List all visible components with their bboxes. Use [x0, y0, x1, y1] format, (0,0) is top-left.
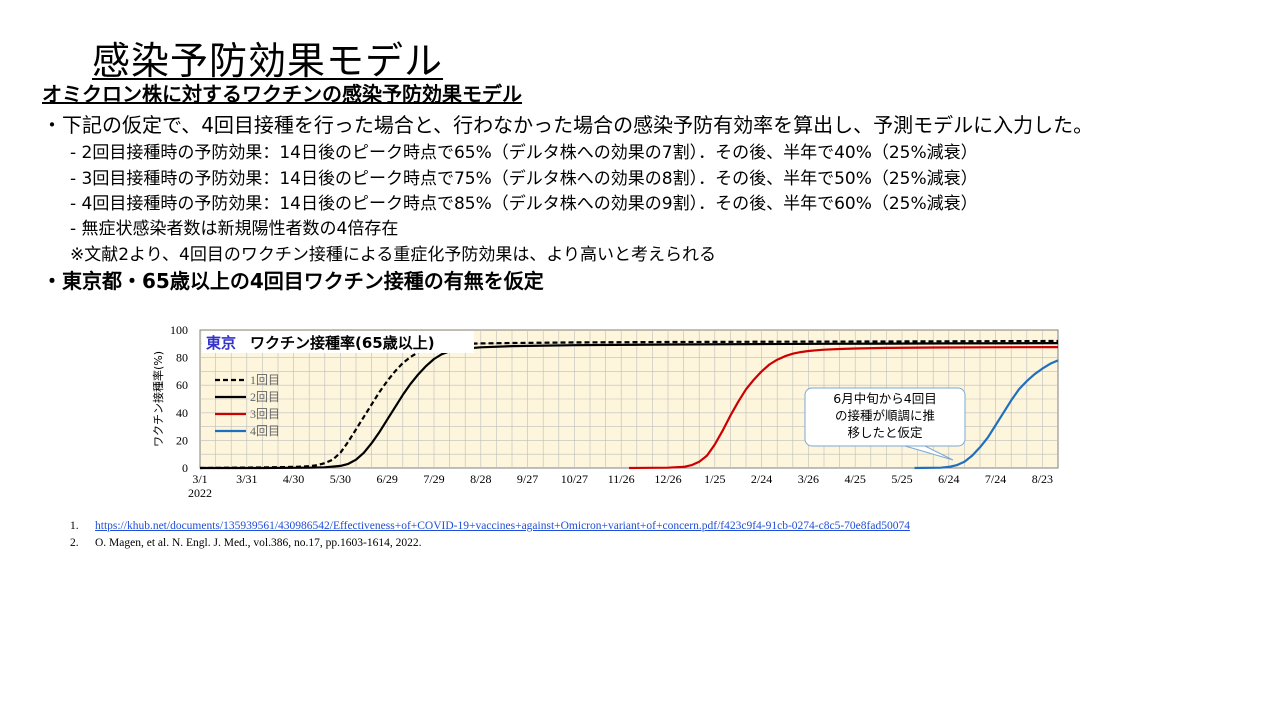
- reference-number: 1.: [70, 520, 79, 532]
- x-tick-label: 4/25: [845, 472, 866, 486]
- x-tick-label: 5/30: [330, 472, 351, 486]
- series-line-dose-1: [199, 339, 1059, 470]
- series-line-dose-4: [914, 359, 1059, 470]
- y-tick-label: 40: [176, 406, 188, 420]
- x-tick-label: 2/24: [751, 472, 772, 486]
- x-tick-label: 9/27: [517, 472, 538, 486]
- vaccination-rate-chart: 0 20 40 60 80 100 3/1 3/31 4/30 5/30 6/29 7/29 8/28 9…: [151, 323, 1059, 500]
- bullet-tokyo: ・東京都・65歳以上の4回目ワクチン接種の有無を仮定: [42, 269, 544, 293]
- x-tick-label: 1/25: [704, 472, 725, 486]
- legend-label: 1回目: [250, 373, 280, 387]
- y-axis-label: ワクチン接種率(%): [151, 351, 165, 447]
- series-line-dose-3: [628, 346, 1059, 470]
- legend-label: 4回目: [250, 424, 280, 438]
- x-tick-label: 3/1: [192, 472, 207, 486]
- x-tick-label: 12/26: [654, 472, 681, 486]
- callout-text: 6月中旬から4回目: [833, 391, 936, 406]
- x-year-label: 2022: [188, 486, 212, 500]
- y-tick-label: 100: [170, 323, 188, 337]
- sub-item-4th-dose: - 4回目接種時の予防効果：14日後のピーク時点で85%（デルタ株への効果の9割…: [70, 194, 978, 214]
- y-tick-label: 0: [182, 461, 188, 475]
- y-tick-label: 60: [176, 378, 188, 392]
- page-title: 感染予防効果モデル: [92, 39, 444, 83]
- x-tick-label: 7/29: [423, 472, 444, 486]
- sub-item-2nd-dose: - 2回目接種時の予防効果：14日後のピーク時点で65%（デルタ株への効果の7割…: [70, 143, 978, 163]
- x-tick-label: 8/23: [1032, 472, 1053, 486]
- x-tick-label: 7/24: [985, 472, 1006, 486]
- x-tick-label: 4/30: [283, 472, 304, 486]
- x-tick-label: 6/24: [938, 472, 959, 486]
- x-tick-label: 11/26: [608, 472, 635, 486]
- chart-title-text: ワクチン接種率(65歳以上): [250, 334, 435, 352]
- series-line-dose-2: [200, 342, 1059, 470]
- callout-box: [804, 387, 966, 447]
- sub-item-asymptomatic: - 無症状感染者数は新規陽性者数の4倍存在: [70, 219, 399, 239]
- legend-label: 3回目: [250, 407, 280, 421]
- reference-1: 1. https://khub.net/documents/135939561/4…: [70, 518, 910, 535]
- reference-link[interactable]: https://khub.net/documents/135939561/430…: [95, 520, 910, 532]
- x-tick-label: 8/28: [470, 472, 491, 486]
- references: 1. https://khub.net/documents/135939561/4…: [70, 518, 910, 552]
- reference-number: 2.: [70, 537, 79, 549]
- x-tick-label: 5/25: [891, 472, 912, 486]
- sub-item-note: ※文献2より、4回目のワクチン接種による重症化予防効果は、より高いと考えられる: [70, 245, 717, 265]
- x-tick-label: 3/26: [798, 472, 819, 486]
- callout-text: 移したと仮定: [847, 425, 922, 440]
- x-tick-label: 10/27: [561, 472, 588, 486]
- y-tick-label: 20: [176, 433, 188, 447]
- section-subtitle: オミクロン株に対するワクチンの感染予防効果モデル: [42, 82, 522, 106]
- legend-label: 2回目: [250, 390, 280, 404]
- x-tick-label: 6/29: [377, 472, 398, 486]
- bullet-assumption: ・下記の仮定で、4回目接種を行った場合と、行わなかった場合の感染予防有効率を算出…: [42, 113, 1094, 137]
- y-tick-label: 80: [176, 351, 188, 365]
- chart-title-background: [202, 331, 474, 353]
- chart-title-place: 東京: [206, 334, 236, 352]
- callout-text: の接種が順調に推: [835, 408, 935, 423]
- x-tick-label: 3/31: [236, 472, 257, 486]
- reference-2: 2. O. Magen, et al. N. Engl. J. Med., vol…: [70, 535, 910, 552]
- reference-text: O. Magen, et al. N. Engl. J. Med., vol.3…: [95, 537, 422, 549]
- sub-item-3rd-dose: - 3回目接種時の予防効果：14日後のピーク時点で75%（デルタ株への効果の8割…: [70, 169, 978, 189]
